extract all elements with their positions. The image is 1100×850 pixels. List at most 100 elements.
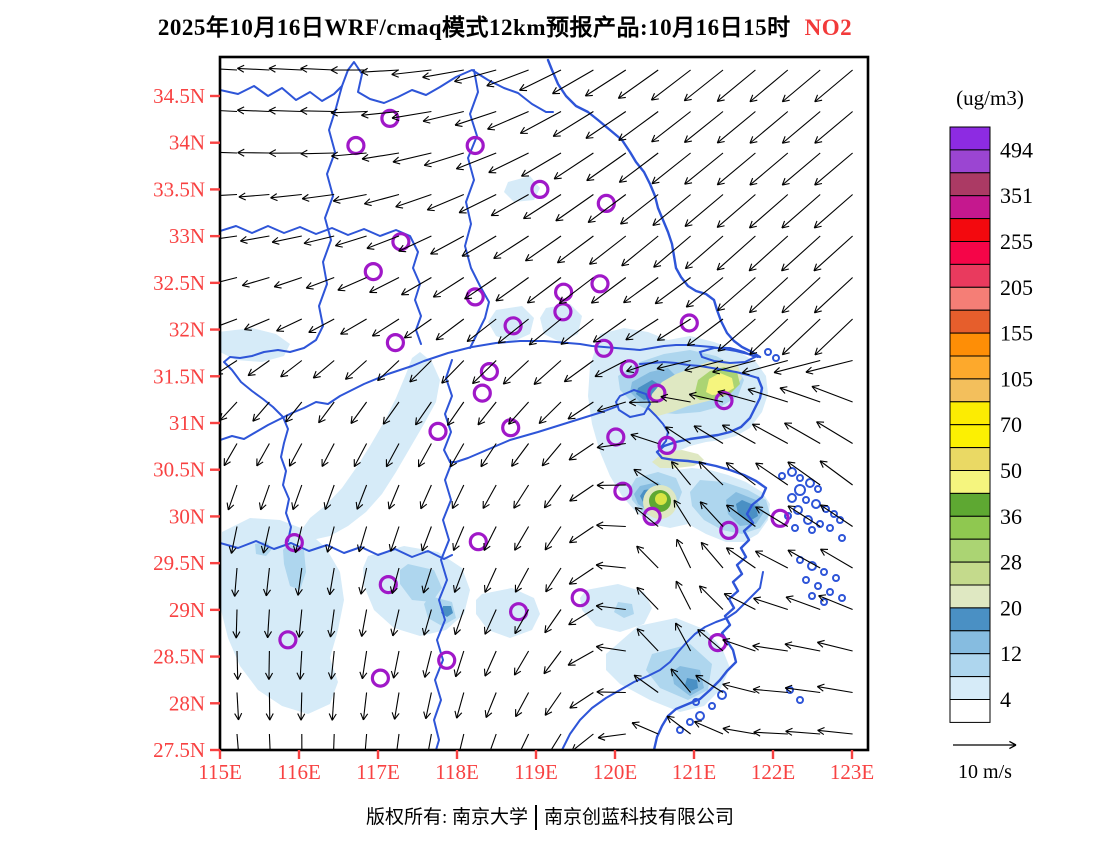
arrow-shaft bbox=[618, 69, 659, 99]
arrow-head bbox=[595, 646, 603, 652]
arrow-head bbox=[700, 542, 704, 550]
wind-arrow bbox=[783, 422, 821, 444]
arrow-head bbox=[228, 546, 232, 554]
arrow-head bbox=[498, 341, 506, 344]
arrow-head bbox=[260, 504, 267, 511]
arrow-head bbox=[595, 605, 603, 611]
arrow-head bbox=[586, 173, 591, 181]
wind-arrow bbox=[754, 550, 789, 569]
wind-arrow bbox=[787, 549, 821, 569]
arrow-head bbox=[332, 195, 340, 202]
wind-arrow bbox=[335, 235, 367, 248]
arrow-shaft bbox=[820, 504, 853, 527]
arrow-head bbox=[318, 419, 326, 424]
arrow-head bbox=[726, 462, 734, 465]
island bbox=[787, 467, 797, 477]
city-marker bbox=[719, 520, 739, 541]
arrow-head bbox=[585, 131, 590, 139]
arrow-shaft bbox=[392, 609, 400, 637]
arrow-head bbox=[533, 382, 542, 385]
wind-arrow bbox=[569, 526, 594, 544]
arrow-head bbox=[813, 305, 818, 314]
arrow-shaft bbox=[811, 385, 853, 403]
arrow-head bbox=[487, 128, 496, 131]
city-marker bbox=[770, 508, 790, 528]
arrow-head bbox=[712, 366, 719, 373]
wind-arrow bbox=[421, 609, 432, 636]
wind-arrow bbox=[493, 235, 529, 260]
arrow-head bbox=[230, 547, 237, 554]
wind-arrow bbox=[590, 277, 627, 304]
city-marker bbox=[619, 359, 639, 379]
wind-arrow bbox=[684, 359, 724, 373]
arrow-head bbox=[455, 671, 462, 678]
arrow-head bbox=[547, 753, 553, 757]
wind-arrow bbox=[297, 692, 306, 721]
arrow-shaft bbox=[454, 609, 465, 635]
arrow-shaft bbox=[514, 567, 530, 593]
arrow-shaft bbox=[816, 421, 853, 444]
wind-arrow bbox=[237, 106, 270, 115]
arrow-head bbox=[717, 182, 725, 186]
arrow-head bbox=[722, 639, 729, 646]
arrow-shaft bbox=[401, 277, 432, 296]
henan-anhui-hubei-border bbox=[223, 85, 343, 542]
arrow-head bbox=[296, 672, 301, 680]
no2-shading-region bbox=[400, 564, 442, 602]
wind-arrow bbox=[280, 360, 303, 378]
arrow-head bbox=[300, 153, 308, 158]
wind-arrow bbox=[382, 401, 400, 425]
arrow-head bbox=[652, 223, 661, 227]
arrow-head bbox=[782, 182, 790, 186]
arrow-shaft bbox=[361, 650, 368, 679]
arrow-shaft bbox=[651, 69, 691, 101]
wind-arrow bbox=[752, 642, 788, 652]
arrow-head bbox=[569, 499, 578, 502]
wind-arrow bbox=[725, 504, 756, 527]
no2-shading-region bbox=[424, 596, 456, 626]
arrow-head bbox=[656, 363, 663, 370]
wind-arrow bbox=[596, 401, 626, 413]
arrow-shaft bbox=[242, 276, 270, 287]
arrow-shaft bbox=[589, 235, 627, 265]
arrow-head bbox=[422, 76, 430, 81]
arrow-shaft bbox=[459, 733, 465, 750]
arrow-shaft bbox=[781, 235, 821, 272]
arrow-head bbox=[292, 504, 299, 511]
arrow-shaft bbox=[308, 318, 335, 333]
wind-arrow bbox=[654, 277, 691, 305]
arrow-head bbox=[456, 168, 464, 171]
arrow-head bbox=[361, 71, 369, 76]
wind-arrow bbox=[665, 426, 691, 444]
legend-cell bbox=[949, 607, 991, 632]
arrow-head bbox=[628, 398, 636, 403]
arrow-head bbox=[671, 461, 679, 465]
wind-arrow bbox=[502, 360, 529, 385]
arrow-head bbox=[634, 674, 642, 677]
arrow-head bbox=[544, 628, 552, 634]
arrow-shaft bbox=[817, 686, 853, 694]
arrow-head bbox=[653, 260, 657, 268]
wind-arrow bbox=[263, 609, 273, 639]
arrow-head bbox=[685, 299, 690, 308]
wind-arrow bbox=[544, 609, 562, 634]
arrow-head bbox=[206, 149, 213, 152]
arrow-head bbox=[686, 338, 692, 346]
arrow-head bbox=[483, 545, 491, 551]
city-marker bbox=[657, 435, 677, 455]
wind-arrow bbox=[453, 609, 465, 636]
arrow-shaft bbox=[569, 692, 594, 709]
wind-arrow bbox=[755, 462, 789, 486]
arrow-shaft bbox=[675, 622, 692, 652]
arrow-head bbox=[436, 338, 444, 341]
wind-arrow bbox=[633, 674, 659, 693]
arrow-head bbox=[596, 481, 604, 486]
wind-arrow bbox=[520, 733, 530, 750]
arrow-head bbox=[717, 225, 725, 228]
legend-cell bbox=[949, 241, 991, 265]
arrow-shaft bbox=[423, 609, 432, 636]
island bbox=[796, 696, 804, 704]
arrow-shaft bbox=[716, 69, 756, 102]
arrow-head bbox=[749, 310, 757, 314]
arrow-head bbox=[717, 303, 721, 311]
